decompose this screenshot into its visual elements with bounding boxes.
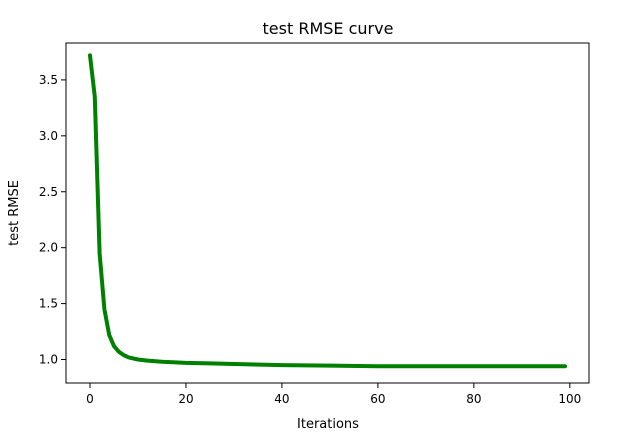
- y-axis: 1.0 1.5 2.0 2.5 3.0 3.5: [39, 73, 66, 367]
- y-tick-label: 1.0: [39, 353, 58, 367]
- x-axis: 0 20 40 60 80 100: [86, 383, 581, 406]
- x-tick-label: 80: [466, 392, 481, 406]
- x-tick-label: 40: [274, 392, 289, 406]
- y-tick-label: 3.0: [39, 129, 58, 143]
- chart-title: test RMSE curve: [263, 19, 394, 38]
- series-layer: [87, 53, 568, 369]
- y-tick-label: 3.5: [39, 73, 58, 87]
- x-tick-label: 20: [178, 392, 193, 406]
- plot-area: 0 20 40 60 80 100 1.0 1.5 2.0 2.5 3.0 3.5: [39, 42, 590, 406]
- x-tick-label: 100: [558, 392, 581, 406]
- x-tick-label: 60: [370, 392, 385, 406]
- x-axis-label: Iterations: [297, 417, 359, 432]
- y-axis-label: test RMSE: [7, 180, 22, 246]
- axes-frame: [65, 42, 590, 384]
- x-tick-label: 0: [86, 392, 94, 406]
- y-tick-label: 1.5: [39, 297, 58, 311]
- y-tick-label: 2.0: [39, 241, 58, 255]
- y-tick-label: 2.5: [39, 185, 58, 199]
- series-line-0: [87, 53, 568, 369]
